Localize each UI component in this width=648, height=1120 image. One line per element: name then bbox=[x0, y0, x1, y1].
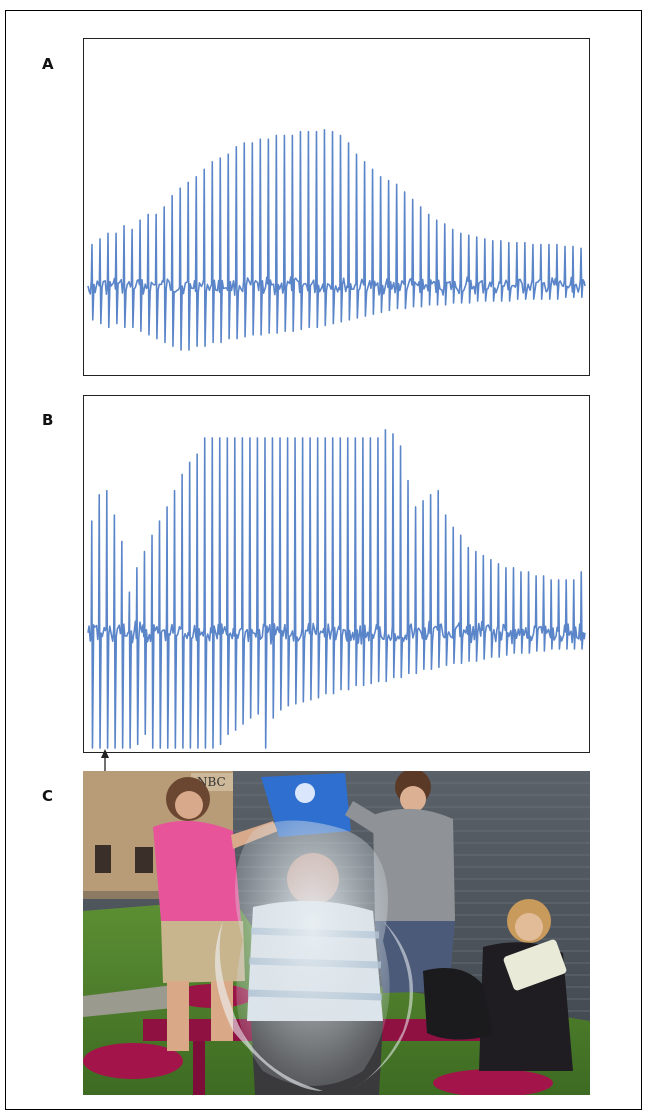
trace-b-svg bbox=[87, 429, 586, 749]
panel-label-c: C bbox=[42, 787, 54, 805]
panel-label-a: A bbox=[42, 55, 54, 73]
panel-label-b: B bbox=[42, 411, 54, 429]
trace-a-svg bbox=[87, 128, 586, 351]
ice-bucket-photo: NBC bbox=[83, 771, 590, 1095]
trace-line-b bbox=[87, 429, 586, 749]
trace-panel-a bbox=[83, 38, 590, 376]
trace-panel-b bbox=[83, 395, 590, 753]
figure-frame: A B C bbox=[5, 10, 642, 1110]
trace-line-a bbox=[87, 128, 586, 351]
